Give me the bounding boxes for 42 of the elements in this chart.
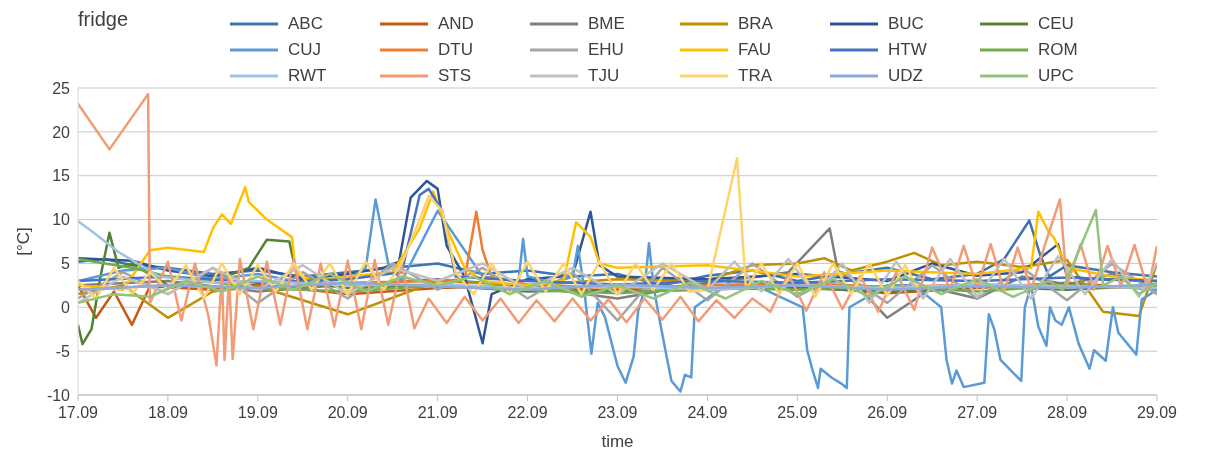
y-axis-title: [°C] — [14, 227, 34, 256]
legend-label: UDZ — [888, 66, 923, 86]
y-tick-label: 0 — [61, 298, 71, 316]
y-tick-label: 10 — [52, 211, 71, 229]
x-tick-label: 27.09 — [957, 404, 998, 422]
legend-label: HTW — [888, 40, 927, 60]
chart-title: fridge — [78, 8, 129, 31]
x-tick-label: 20.09 — [327, 404, 368, 422]
x-tick-label: 25.09 — [777, 404, 818, 422]
x-tick-label: 22.09 — [507, 404, 548, 422]
x-tick-label: 19.09 — [237, 404, 278, 422]
legend-label: TRA — [738, 66, 772, 86]
legend-label: CEU — [1038, 14, 1074, 34]
legend-label: ABC — [288, 14, 323, 34]
y-tick-label: 5 — [61, 255, 71, 273]
legend-label: BUC — [888, 14, 924, 34]
legend-label: BRA — [738, 14, 773, 34]
y-tick-label: 15 — [52, 167, 71, 185]
x-tick-label: 28.09 — [1047, 404, 1088, 422]
legend-label: CUJ — [288, 40, 322, 60]
legend-label: BME — [588, 14, 625, 34]
legend-label: EHU — [588, 40, 624, 60]
y-tick-label: 25 — [52, 79, 71, 97]
x-axis-title: time — [601, 432, 634, 451]
legend-label: ROM — [1038, 40, 1078, 60]
x-tick-label: 24.09 — [687, 404, 728, 422]
legend-label: RWT — [288, 66, 327, 86]
x-tick-label: 18.09 — [147, 404, 189, 422]
legend-label: DTU — [438, 40, 473, 60]
y-tick-label: -10 — [46, 386, 71, 404]
x-tick-label: 26.09 — [867, 404, 908, 422]
legend-label: FAU — [738, 40, 772, 60]
x-tick-label: 23.09 — [597, 404, 638, 422]
legend-label: AND — [438, 14, 474, 34]
x-tick-label: 17.09 — [57, 404, 99, 422]
legend-label: TJU — [588, 66, 620, 86]
y-tick-label: -5 — [55, 342, 71, 360]
legend-label: STS — [438, 66, 472, 86]
y-tick-label: 20 — [52, 123, 71, 141]
legend-label: UPC — [1038, 66, 1074, 86]
x-tick-label: 21.09 — [417, 404, 458, 422]
x-tick-label: 29.09 — [1136, 404, 1178, 422]
